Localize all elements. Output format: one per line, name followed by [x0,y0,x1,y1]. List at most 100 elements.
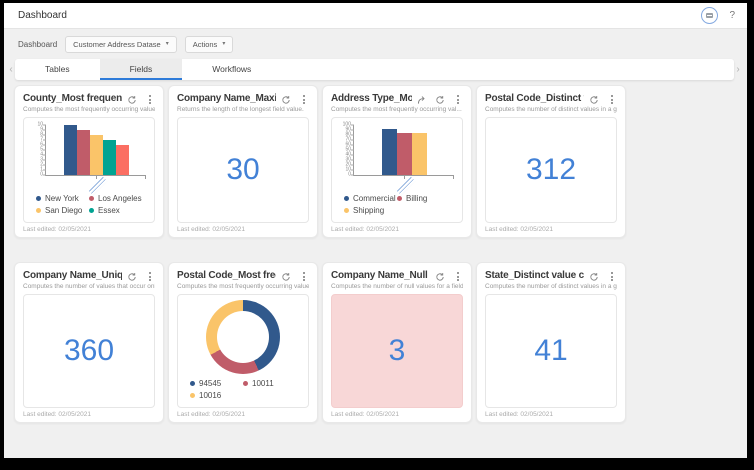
bar-Los Angeles [76,130,90,175]
legend-label: New York [45,194,79,203]
last-edited-label: Last edited: 02/05/2021 [177,411,245,418]
legend-label: San Diego [45,206,83,215]
y-axis-tick-label: 9 [40,126,43,133]
bar-San Diego [89,135,103,175]
kebab-menu-icon[interactable] [452,271,463,282]
chart-legend: 94545 10011 10016 [178,378,308,407]
tab-bar: Tables Fields Workflows [15,59,734,80]
legend-dot-icon [397,196,402,201]
metric-value: 41 [534,334,568,367]
donut-chart-zone [178,295,308,378]
legend-label: 10011 [252,379,274,388]
refresh-icon[interactable] [280,271,291,282]
card-postal-code-most-frequent: Postal Code_Most frequent... Computes th… [168,262,318,423]
refresh-icon[interactable] [588,271,599,282]
y-axis-tick-label: 10 [345,166,351,173]
chart-legend: Commercial Billing Shipping [332,193,462,222]
help-icon[interactable]: ? [729,10,735,21]
tab-tables[interactable]: Tables [45,64,70,74]
refresh-icon[interactable] [126,271,137,282]
y-axis-tick-label: 40 [345,151,351,158]
kebab-menu-icon[interactable] [144,94,155,105]
kebab-menu-icon[interactable] [606,271,617,282]
chart-legend: New York Los Angeles San Diego Essex [24,193,154,222]
card-chart-panel: 94545 10011 10016 [177,294,309,408]
legend-item: New York [36,194,89,203]
x-axis-rotated-label [88,176,108,196]
card-company-name-maximum: Company Name_Maximum ... Returns the len… [168,85,318,238]
card-subtitle: Computes the number of distinct values i… [485,283,617,290]
legend-label: Shipping [353,206,385,215]
card-company-name-unique: Company Name_Unique co... Computes the n… [14,262,164,423]
card-subtitle: Computes the number of distinct values i… [485,106,617,113]
y-axis-tick-label: 2 [40,161,43,168]
kebab-menu-icon[interactable] [298,94,309,105]
last-edited-label: Last edited: 02/05/2021 [177,226,245,233]
card-value-panel: 30 [177,117,309,223]
y-axis-tick-label: 8 [40,131,43,138]
tabs-scroll-right-icon[interactable]: › [736,64,740,75]
share-icon[interactable] [416,94,427,105]
card-county-most-frequent-values: County_Most frequent values Computes the… [14,85,164,238]
assistant-glyph-icon [706,13,714,18]
refresh-icon[interactable] [588,94,599,105]
plot-area: 10 9 8 7 6 5 4 3 2 1 0 [37,122,146,196]
y-axis-tick-label: 6 [40,141,43,148]
refresh-icon[interactable] [434,94,445,105]
legend-item: 10016 [190,391,243,400]
donut-hole [217,310,269,363]
refresh-icon[interactable] [126,94,137,105]
card-subtitle: Computes the most frequently occurring v… [177,283,309,290]
card-title: Company Name_Null count [331,270,430,281]
card-chart-panel: 10 9 8 7 6 5 4 3 2 1 0 New York Los Angeles San Dieg… [23,117,155,223]
y-axis-tick-label: 5 [40,146,43,153]
legend-dot-icon [344,196,349,201]
card-postal-code-distinct: Postal Code_Distinct value ... Computes … [476,85,626,238]
card-value-panel: 312 [485,117,617,223]
refresh-icon[interactable] [280,94,291,105]
card-title: State_Distinct value count [485,270,584,281]
tab-fields[interactable]: Fields [99,59,183,80]
tab-workflows[interactable]: Workflows [212,64,252,74]
chevron-down-icon: ▾ [165,41,169,47]
legend-dot-icon [344,208,349,213]
plot-area: 100 90 80 70 60 50 40 30 20 10 0 [343,122,454,196]
card-title: Address Type_Most fre... [331,93,412,104]
card-subtitle: Computes the number of values that occur… [23,283,155,290]
bars-group [354,125,454,175]
card-address-type-most-frequent: Address Type_Most fre... Computes the mo… [322,85,472,238]
bar-New York [63,125,77,175]
y-axis-tick-label: 7 [40,136,43,143]
y-axis-tick-label: 60 [345,141,351,148]
legend-dot-icon [243,381,248,386]
tabs-scroll-left-icon[interactable]: ‹ [9,64,13,75]
refresh-icon[interactable] [434,271,445,282]
last-edited-label: Last edited: 02/05/2021 [331,411,399,418]
metric-value: 3 [388,334,406,367]
kebab-menu-icon[interactable] [606,94,617,105]
bar-Billing [396,132,412,175]
dashboard-context-label: Dashboard [18,39,58,49]
bars-group [46,125,146,175]
kebab-menu-icon[interactable] [298,271,309,282]
legend-dot-icon [36,196,41,201]
card-value-panel: 41 [485,294,617,408]
card-subtitle: Computes the most frequently occurring v… [23,106,155,113]
card-title: Postal Code_Distinct value ... [485,93,584,104]
bar-chart: 100 90 80 70 60 50 40 30 20 10 0 [332,118,462,196]
card-title: Company Name_Maximum ... [177,93,276,104]
legend-label: Los Angeles [98,194,142,203]
donut-chart [206,299,280,374]
dataset-dropdown[interactable]: Customer Address Datase ▾ [65,35,177,53]
assistant-circle-icon[interactable] [701,7,719,24]
legend-item: Billing [397,194,450,203]
actions-dropdown[interactable]: Actions ▾ [184,35,234,53]
legend-label: Essex [98,206,120,215]
kebab-menu-icon[interactable] [452,94,463,105]
kebab-menu-icon[interactable] [144,271,155,282]
metric-value: 360 [63,334,115,367]
cards-grid: County_Most frequent values Computes the… [14,85,747,423]
bar-Commercial [381,129,397,175]
app-header: Dashboard ? [4,3,747,29]
y-axis-tick-label: 50 [345,146,351,153]
